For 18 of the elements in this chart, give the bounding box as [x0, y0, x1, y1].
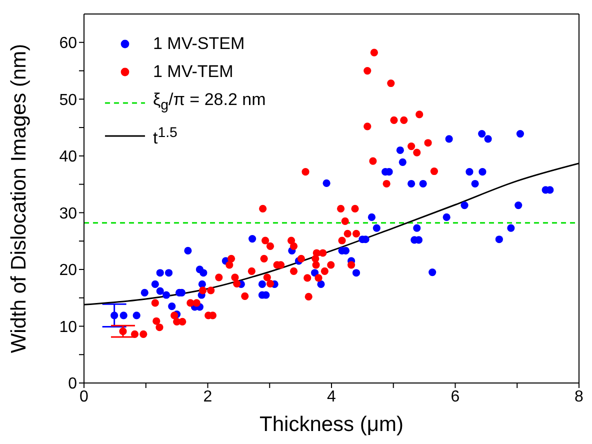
y-axis-title: Width of Dislocation Images (nm) — [7, 44, 30, 354]
x-tick-label: 2 — [203, 388, 212, 406]
legend-label: 1 MV-STEM — [153, 33, 245, 55]
x-tick-label: 4 — [327, 388, 336, 406]
y-tick-label: 10 — [59, 318, 78, 336]
y-tick-label: 20 — [59, 262, 78, 280]
y-tick-label: 40 — [59, 148, 78, 166]
y-tick-label: 30 — [59, 205, 78, 222]
legend-label: t$^{1.5}$ — [153, 124, 178, 150]
y-tick-label: 0 — [68, 376, 78, 393]
x-axis-title: Thickness (μm) — [260, 413, 404, 436]
x-tick-label: 6 — [450, 388, 460, 406]
y-tick-label: 50 — [59, 92, 78, 109]
legend-label: ξ$_{g}$/π = 28.2 nm — [153, 89, 266, 116]
x-tick-label: 8 — [574, 388, 584, 406]
legend-label: 1 MV-TEM — [153, 61, 234, 83]
y-tick-label: 60 — [59, 35, 78, 52]
x-tick-label: 0 — [80, 388, 89, 406]
